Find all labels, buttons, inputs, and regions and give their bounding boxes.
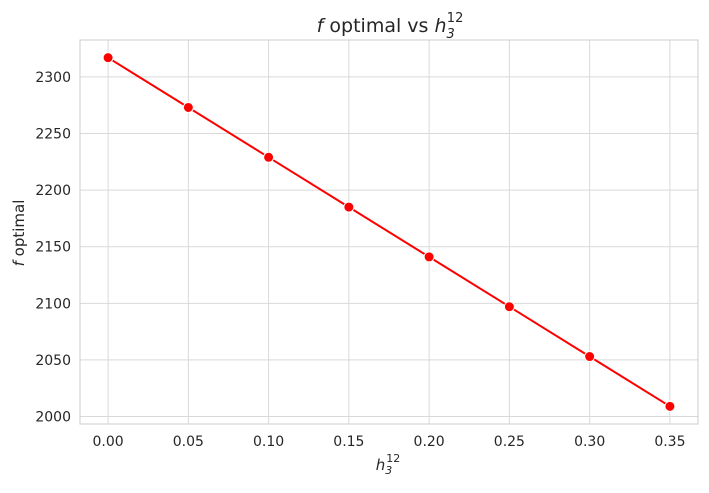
x-axis-ticks: 0.00 0.05 0.10 0.15 0.20 0.25 0.30 0.35 (93, 434, 686, 450)
plot-area-frame (79, 39, 699, 425)
y-tick-label: 2250 (35, 127, 71, 143)
y-axis-label: f optimal (10, 200, 28, 267)
x-tick-label: 0.30 (574, 434, 605, 450)
x-tick-label: 0.20 (414, 434, 445, 450)
chart-title-h: h (434, 15, 446, 37)
y-tick-label: 2200 (35, 183, 71, 199)
x-tick-label: 0.35 (654, 434, 685, 450)
data-point (343, 201, 355, 213)
grid-lines (80, 40, 698, 424)
x-axis-label: h312 (376, 452, 401, 477)
x-tick-label: 0.05 (173, 434, 204, 450)
data-series (102, 52, 676, 412)
data-point (584, 351, 596, 363)
x-tick-label: 0.15 (333, 434, 364, 450)
chart-title-h-sub: 3 (447, 27, 455, 42)
chart-title-text: optimal vs (323, 15, 434, 37)
data-point (263, 151, 275, 163)
x-axis-label-sub: 3 (385, 464, 392, 477)
y-tick-label: 2100 (35, 296, 71, 312)
y-tick-label: 2300 (35, 70, 71, 86)
data-point (182, 101, 194, 113)
y-axis-label-f: f (10, 258, 28, 266)
y-axis-ticks: 2000 2050 2100 2150 2200 2250 2300 (35, 70, 71, 426)
data-point (423, 251, 435, 263)
y-tick-label: 2050 (35, 353, 71, 369)
y-axis-label-text: optimal (10, 200, 28, 262)
x-tick-label: 0.10 (253, 434, 284, 450)
chart-title: f optimal vs h312 (317, 11, 464, 42)
chart-title-symbol: f (317, 15, 327, 37)
data-point (503, 301, 515, 313)
data-point (102, 52, 114, 64)
series-line (107, 56, 671, 408)
x-tick-label: 0.00 (93, 434, 124, 450)
chart-title-h-sup: 12 (447, 11, 464, 26)
x-tick-label: 0.25 (494, 434, 525, 450)
y-tick-label: 2000 (35, 410, 71, 426)
x-axis-label-sup: 12 (386, 452, 400, 465)
x-axis-label-h: h (376, 456, 386, 474)
data-point (664, 400, 676, 412)
y-tick-label: 2150 (35, 240, 71, 256)
